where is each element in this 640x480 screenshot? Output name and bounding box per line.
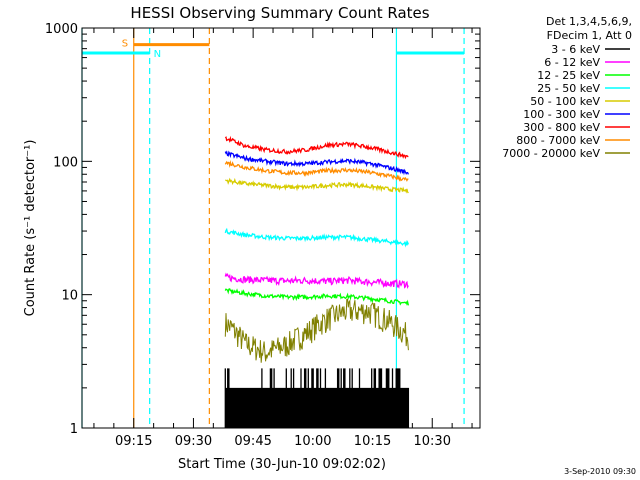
y-tick-label: 1 — [70, 422, 78, 437]
x-tick-label: 10:30 — [414, 434, 451, 449]
series-line — [225, 177, 409, 194]
y-tick-label: 1000 — [45, 22, 78, 37]
legend-entry-label: 12 - 25 keV — [537, 69, 600, 82]
series-line — [224, 368, 410, 428]
flag-label: N — [154, 49, 161, 60]
x-tick-label: 10:15 — [354, 434, 391, 449]
x-tick-label: 10:00 — [294, 434, 331, 449]
legend-entry-label: 300 - 800 keV — [523, 121, 600, 134]
x-tick-label: 09:15 — [115, 434, 152, 449]
legend-entry-label: 25 - 50 keV — [537, 82, 600, 95]
x-tick-label: 09:30 — [175, 434, 212, 449]
date-stamp: 3-Sep-2010 09:30 — [564, 467, 636, 476]
legend-entry-label: 7000 - 20000 keV — [502, 147, 600, 160]
x-tick-label: 09:45 — [234, 434, 271, 449]
legend-entry-label: 100 - 300 keV — [523, 108, 600, 121]
legend-entry-label: 800 - 7000 keV — [516, 134, 600, 147]
x-axis-label: Start Time (30-Jun-10 09:02:02) — [178, 457, 386, 472]
data-layer: SN — [81, 28, 465, 428]
legend-header-2: FDecim 1, Att 0 — [547, 29, 632, 42]
series-line — [224, 160, 409, 182]
y-axis-label: Count Rate (s⁻¹ detector⁻¹) — [23, 140, 38, 317]
legend: Det 1,3,4,5,6,9, FDecim 1, Att 0 3 - 6 k… — [502, 15, 632, 160]
flag-label: S — [122, 39, 128, 50]
legend-header-1: Det 1,3,4,5,6,9, — [546, 15, 632, 28]
legend-entry-label: 3 - 6 keV — [551, 43, 600, 56]
series-line — [224, 272, 409, 289]
series-line — [224, 288, 410, 306]
series-line — [224, 135, 409, 160]
y-tick-label: 10 — [61, 289, 78, 304]
plot-frame — [81, 27, 481, 429]
series-line — [224, 298, 409, 363]
series-line — [224, 150, 409, 176]
chart-title: HESSI Observing Summary Count Rates — [130, 4, 429, 22]
series-line — [224, 227, 410, 248]
y-tick-label: 100 — [53, 155, 78, 170]
legend-entry-label: 50 - 100 keV — [530, 95, 600, 108]
legend-entry-label: 6 - 12 keV — [544, 56, 600, 69]
axes-layer: 1 10 100 1000 09:15 09:30 09:45 10:00 10:15 10:30 — [45, 22, 480, 449]
